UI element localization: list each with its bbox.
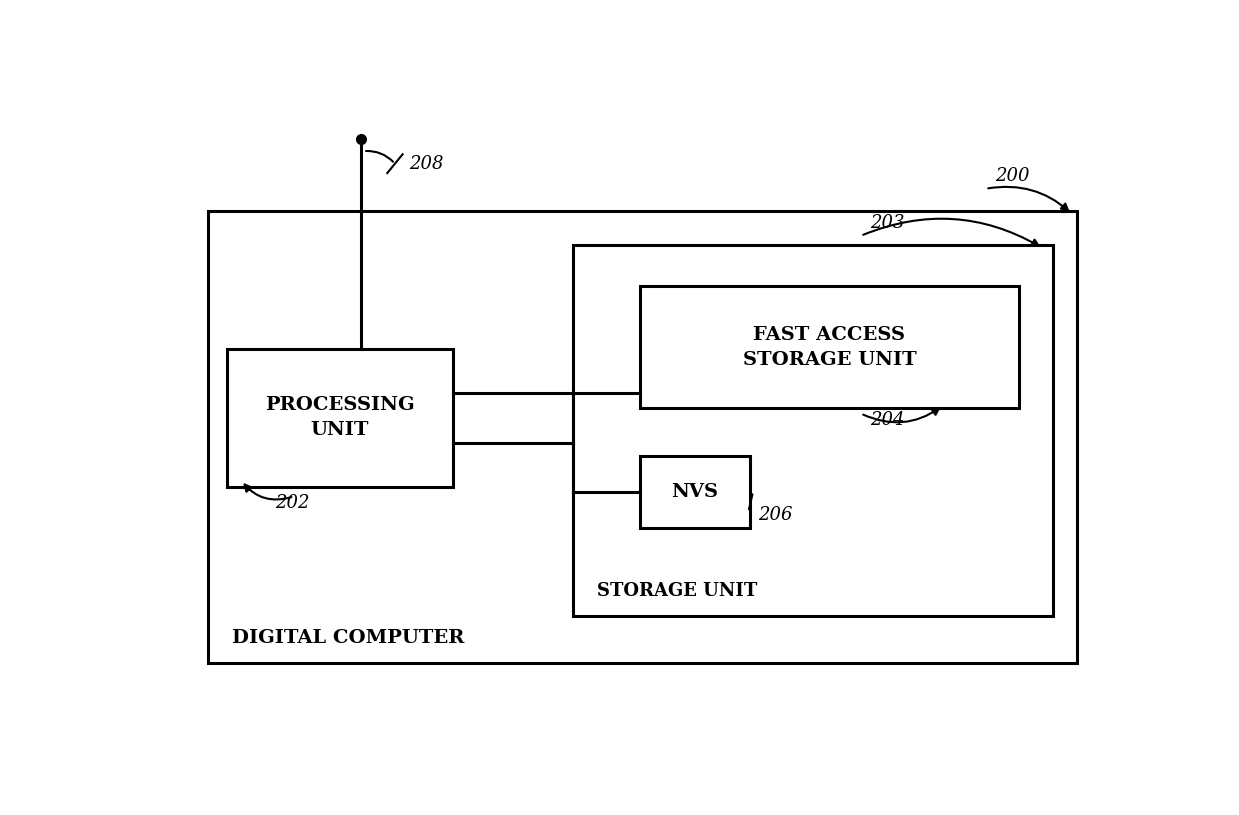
Bar — [639, 456, 751, 527]
Text: NVS: NVS — [672, 482, 719, 500]
Text: 208: 208 — [409, 155, 444, 173]
Text: 200: 200 — [995, 167, 1030, 185]
Bar — [639, 286, 1020, 408]
Text: STORAGE UNIT: STORAGE UNIT — [597, 582, 757, 600]
Bar — [572, 245, 1053, 615]
Text: 202: 202 — [275, 494, 310, 512]
Text: 203: 203 — [870, 214, 904, 232]
Text: FAST ACCESS
STORAGE UNIT: FAST ACCESS STORAGE UNIT — [742, 326, 917, 368]
Bar — [227, 349, 452, 487]
Bar — [208, 211, 1077, 663]
Text: PROCESSING
UNIT: PROCESSING UNIT — [265, 396, 415, 439]
Text: 204: 204 — [870, 411, 904, 429]
Text: 206: 206 — [758, 506, 793, 524]
Text: DIGITAL COMPUTER: DIGITAL COMPUTER — [232, 629, 465, 647]
